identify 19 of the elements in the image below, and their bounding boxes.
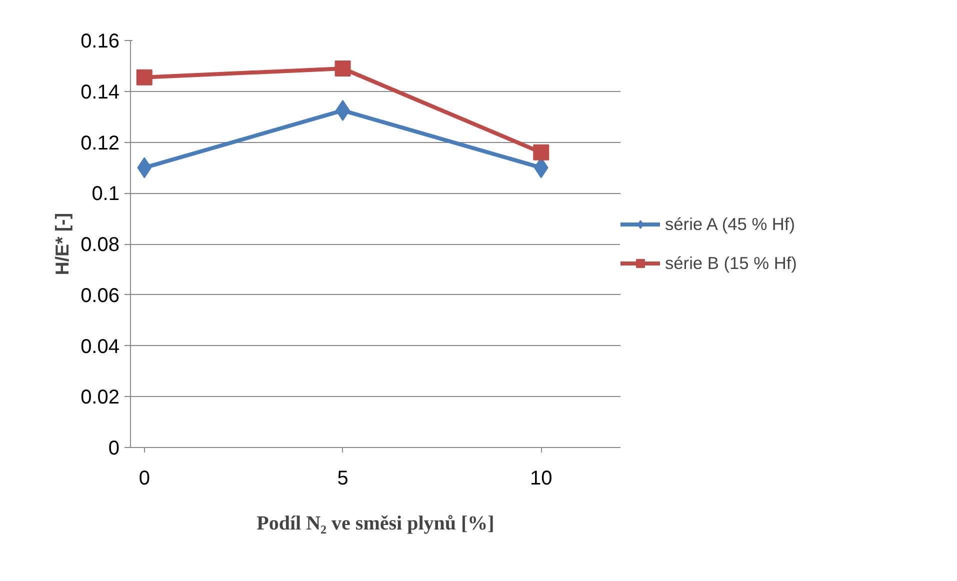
x-tick-label: 10	[530, 468, 552, 490]
y-tick-label: 0.1	[92, 183, 120, 206]
y-tick-label: 0.06	[80, 284, 120, 307]
y-tick-label: 0.08	[80, 234, 120, 256]
y-tick-label: 0.04	[80, 336, 120, 358]
y-tick-label: 0.14	[80, 81, 120, 104]
legend-label: série A (45 % Hf)	[665, 214, 796, 234]
y-tick-label: 0	[108, 438, 120, 460]
y-axis-title: H/E* [-]	[52, 212, 73, 276]
point	[334, 60, 351, 76]
y-tick-label: 0.16	[80, 30, 120, 52]
point	[533, 144, 550, 160]
x-tick-label: 5	[337, 468, 348, 490]
point	[136, 69, 152, 86]
x-axis-title: Podíl N₂ ve směsi plynů [%]	[256, 512, 494, 534]
y-tick-label: 0.02	[80, 386, 120, 409]
y-tick-label: 0.12	[80, 132, 120, 154]
legend-label: série B (15 % Hf)	[665, 252, 797, 274]
x-tick-label: 0	[138, 468, 150, 490]
